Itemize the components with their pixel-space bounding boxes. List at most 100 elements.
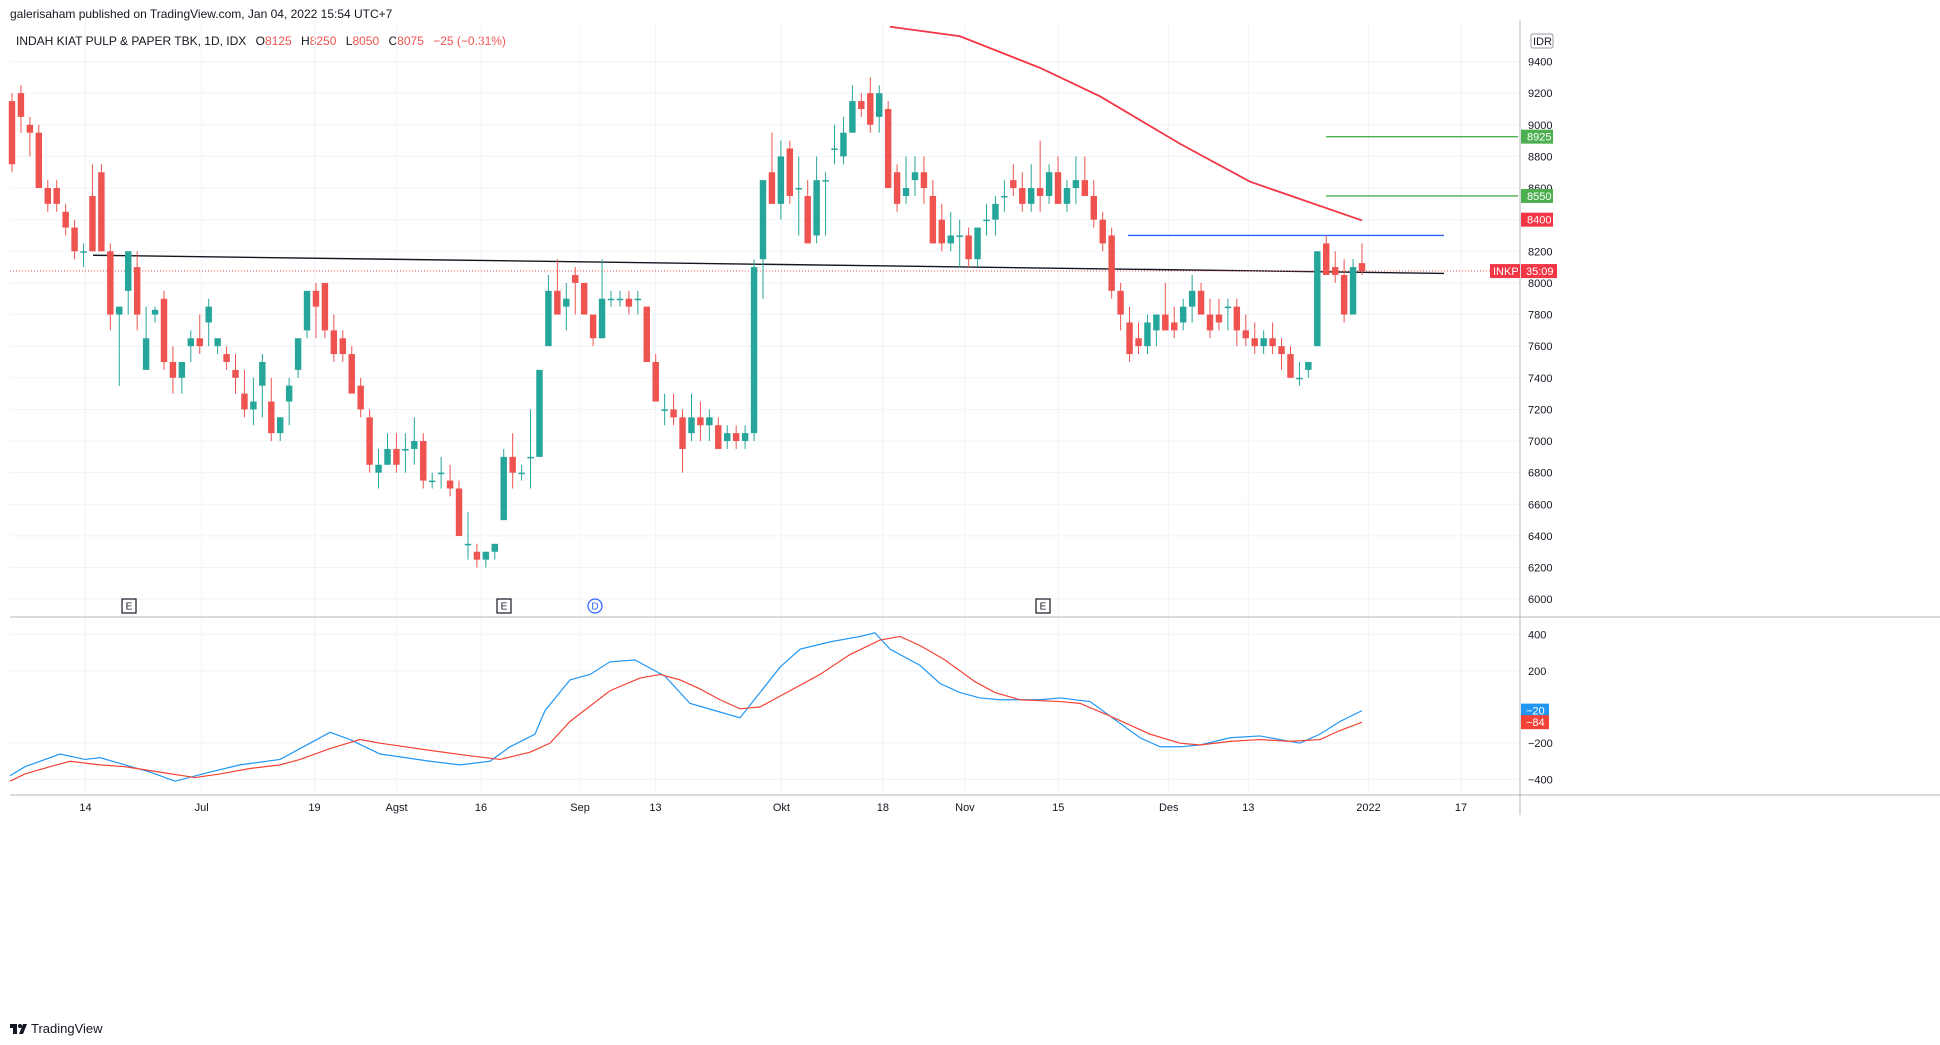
candle: [107, 243, 114, 331]
brand-label: TradingView: [31, 1021, 103, 1036]
price-tick-label: 6800: [1528, 468, 1552, 480]
candle: [697, 401, 704, 442]
candle-body: [1126, 322, 1133, 355]
time-tick-label: Des: [1159, 802, 1179, 814]
candle: [1242, 314, 1249, 347]
candle-body: [446, 480, 454, 489]
price-flag-label: 8400: [1527, 215, 1551, 227]
candle: [563, 282, 570, 331]
price-flag-label: 8925: [1527, 132, 1551, 144]
candle: [554, 259, 561, 315]
candle-body: [1117, 290, 1124, 315]
time-tick-label: Agst: [386, 802, 408, 814]
candle-body: [607, 298, 615, 301]
candle: [983, 203, 990, 236]
candle: [357, 377, 364, 418]
candle: [598, 259, 606, 339]
candle-body: [53, 188, 60, 204]
moving-average-line: [889, 25, 1363, 222]
candle-body: [786, 148, 794, 196]
candle-body: [750, 267, 758, 434]
candle: [1027, 164, 1035, 212]
candle: [652, 354, 659, 402]
candle-body: [1206, 314, 1214, 331]
candle-body: [580, 282, 588, 315]
candle-body: [276, 417, 284, 434]
candle-body: [822, 180, 829, 182]
candle: [294, 338, 302, 378]
macd-flag-label: −84: [1526, 717, 1545, 729]
candle-body: [527, 456, 534, 459]
candle-body: [956, 235, 963, 237]
candle-body: [1019, 188, 1026, 204]
countdown-flag-box: [1521, 264, 1557, 279]
candle: [867, 77, 874, 133]
currency-box: [1530, 33, 1554, 49]
candle-body: [920, 172, 928, 189]
time-tick-label: 15: [1052, 802, 1064, 814]
candle: [858, 93, 865, 117]
candle-body: [1090, 195, 1098, 220]
candle-body: [1233, 306, 1241, 331]
symbol-flag-box: [1490, 264, 1520, 279]
candle-body: [572, 275, 579, 283]
dividend-marker-icon: D: [587, 598, 603, 614]
candle-body: [491, 543, 498, 552]
candle-body: [661, 409, 668, 411]
candle: [1358, 243, 1366, 276]
candle: [1036, 140, 1044, 212]
candle-body: [1099, 219, 1106, 244]
grid-lines: [10, 22, 1520, 792]
candle: [724, 425, 731, 449]
earnings-marker-icon: E: [121, 598, 137, 614]
candle: [920, 156, 928, 204]
marker-letter: E: [126, 602, 133, 613]
candle: [169, 346, 177, 394]
candle-body: [1063, 188, 1071, 204]
candle-body: [44, 188, 51, 204]
time-tick-label: 2022: [1356, 802, 1380, 814]
candle-body: [831, 148, 838, 151]
candle-body: [643, 306, 650, 362]
price-tick-label: 6600: [1528, 499, 1552, 511]
candle: [312, 282, 320, 339]
candle: [616, 290, 624, 307]
candle: [321, 282, 329, 339]
candle: [876, 85, 883, 133]
candle-body: [1287, 354, 1294, 378]
candle: [536, 369, 543, 457]
candle-body: [178, 361, 186, 378]
candle: [26, 116, 34, 157]
candle: [411, 417, 418, 465]
candle: [53, 180, 60, 212]
candle: [142, 306, 150, 370]
candle-body: [500, 456, 507, 521]
tradingview-brand[interactable]: TradingView: [10, 1021, 103, 1036]
candle: [992, 195, 999, 236]
candle-body: [893, 172, 901, 204]
candle-body: [1108, 235, 1115, 291]
candle-body: [437, 472, 445, 475]
candle-body: [616, 298, 624, 301]
candle: [1260, 330, 1267, 355]
candle: [1269, 322, 1276, 355]
candle: [804, 180, 811, 244]
macd-line: [9, 632, 1363, 782]
candle-body: [1314, 251, 1321, 347]
candle: [330, 314, 338, 362]
candle: [285, 377, 293, 426]
candle: [1287, 346, 1294, 378]
legend-high-value: 8250: [309, 34, 337, 48]
candle-body: [142, 338, 150, 370]
legend-open-value: 8125: [264, 34, 292, 48]
candle-body: [1188, 290, 1196, 307]
countdown-flag-label: 35:09: [1526, 266, 1554, 278]
candle: [500, 448, 507, 521]
candle-body: [625, 298, 633, 307]
macd-flag-box: [1521, 703, 1549, 718]
candle: [956, 219, 963, 268]
candle: [1162, 282, 1169, 331]
candle-body: [393, 448, 400, 465]
